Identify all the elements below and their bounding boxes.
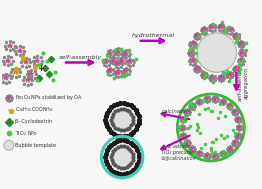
Circle shape [179,96,242,159]
Circle shape [112,110,132,129]
Circle shape [4,140,14,150]
Circle shape [112,147,132,167]
Text: aggregation: aggregation [243,67,248,99]
Text: ① adsorb
TiO₂ precursor
②@calcination: ① adsorb TiO₂ precursor ②@calcination [160,144,196,160]
Text: TiO$_2$ NPs: TiO$_2$ NPs [15,129,38,138]
Text: Bubble template: Bubble template [15,143,56,148]
Circle shape [197,33,236,72]
Text: Fe$_3$O$_4$ NPs stabilized by OA: Fe$_3$O$_4$ NPs stabilized by OA [15,93,83,102]
Text: calcination: calcination [161,109,191,114]
Text: +: + [37,64,44,73]
Text: hydrothermal: hydrothermal [132,33,175,38]
Text: β- Cyclodextrin: β- Cyclodextrin [15,119,52,124]
Text: C$_{16}$H$_{32}$COONH$_4$: C$_{16}$H$_{32}$COONH$_4$ [15,105,53,114]
Text: self-assembly: self-assembly [59,54,102,60]
Text: self-assembly: self-assembly [238,65,243,101]
